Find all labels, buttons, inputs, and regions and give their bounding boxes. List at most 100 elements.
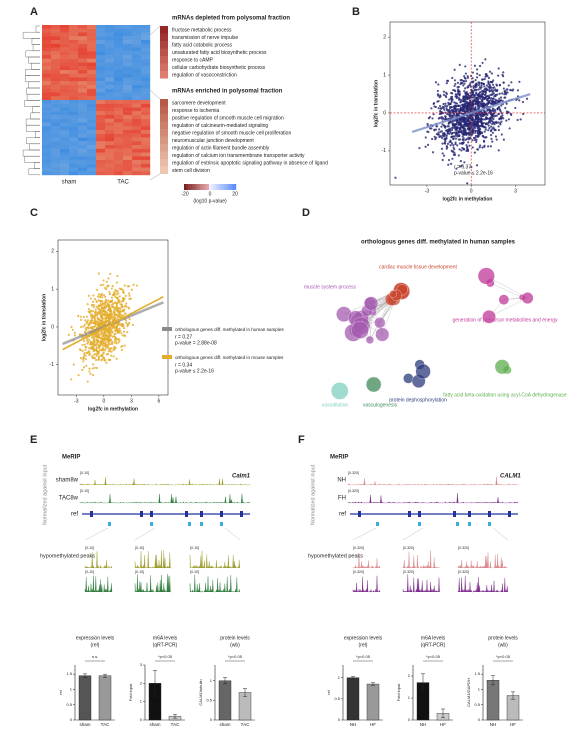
point — [453, 131, 456, 134]
colorbar-cell — [200, 184, 203, 190]
point — [462, 79, 465, 83]
point — [494, 114, 497, 117]
point — [489, 80, 492, 84]
point — [483, 85, 486, 88]
point — [514, 106, 517, 110]
point — [452, 144, 455, 147]
point — [81, 349, 84, 352]
heatmap-cell — [132, 32, 142, 37]
point — [468, 104, 471, 107]
point — [464, 80, 468, 83]
point — [88, 339, 91, 342]
heatmap-cell — [78, 152, 88, 157]
point — [472, 85, 475, 88]
legend-swatch — [162, 355, 172, 359]
node — [375, 327, 390, 342]
heatmap-cell — [60, 81, 70, 86]
point — [93, 348, 96, 351]
go-swatch — [160, 114, 168, 122]
point — [92, 342, 95, 345]
heatmap-cell — [51, 55, 61, 59]
heatmap-cell — [51, 73, 61, 78]
heatmap-cell — [123, 47, 133, 52]
peak-box — [376, 522, 379, 526]
colorbar-cell — [219, 184, 222, 190]
point — [123, 344, 126, 347]
go-swatch — [160, 56, 168, 64]
point — [468, 107, 471, 110]
point — [490, 115, 494, 118]
heatmap-cell — [114, 43, 124, 48]
heatmap-cell — [105, 40, 115, 44]
heatmap-cell — [60, 141, 70, 146]
heatmap-cell — [87, 100, 97, 104]
point — [92, 334, 95, 338]
point — [450, 136, 453, 139]
point — [498, 84, 502, 87]
heatmap-cell — [60, 96, 70, 101]
point — [436, 100, 439, 103]
exon — [150, 511, 153, 517]
point — [463, 161, 466, 164]
y-tick-label: 0.5 — [206, 697, 212, 702]
point — [120, 310, 124, 313]
point — [459, 121, 462, 124]
heatmap-cell — [114, 40, 124, 44]
go-swatch — [160, 33, 168, 41]
point — [99, 336, 102, 340]
heatmap-cell — [51, 163, 61, 168]
point — [431, 151, 435, 154]
heatmap-cell — [42, 73, 52, 78]
point — [487, 101, 490, 104]
heatmap-cell — [132, 28, 142, 33]
point — [446, 132, 449, 135]
point — [73, 334, 77, 337]
heatmap-cell — [141, 122, 151, 127]
point — [483, 104, 486, 107]
point — [113, 333, 116, 336]
heatmap-cell — [78, 96, 88, 101]
point — [102, 352, 105, 355]
heatmap-cell — [69, 122, 79, 127]
gene-label: Calm1 — [232, 474, 251, 480]
point — [459, 78, 462, 82]
heatmap-cell — [60, 70, 70, 74]
point — [94, 308, 97, 311]
chart-title: protein levels — [488, 635, 518, 641]
go-term: response to ischemia — [172, 108, 219, 114]
heatmap-cell — [42, 163, 52, 168]
heatmap-cell — [105, 163, 115, 168]
heatmap-cell — [42, 85, 52, 89]
point — [453, 84, 456, 88]
point — [111, 335, 114, 338]
point — [455, 102, 459, 105]
point — [467, 141, 470, 144]
heatmap-cell — [60, 73, 70, 78]
point — [81, 343, 84, 347]
point — [101, 300, 104, 303]
point — [453, 119, 456, 122]
point — [111, 318, 114, 321]
point — [90, 336, 94, 339]
colorbar-cell — [206, 184, 210, 190]
point — [87, 327, 90, 330]
heatmap-cell — [105, 73, 115, 78]
point — [102, 322, 105, 325]
point — [484, 75, 487, 78]
point — [93, 366, 96, 369]
go-swatch — [160, 151, 168, 159]
colorbar-cell — [211, 184, 214, 190]
point — [94, 310, 97, 313]
fit-line — [62, 295, 164, 351]
point — [438, 128, 441, 131]
point — [476, 68, 479, 71]
heatmap-cell — [69, 40, 79, 44]
point — [443, 141, 446, 145]
y-axis-label: rel — [58, 690, 63, 695]
point — [115, 290, 118, 293]
heatmap-cell — [42, 47, 52, 52]
point — [457, 130, 460, 133]
point — [492, 101, 495, 104]
point — [434, 81, 438, 84]
point — [439, 109, 442, 113]
